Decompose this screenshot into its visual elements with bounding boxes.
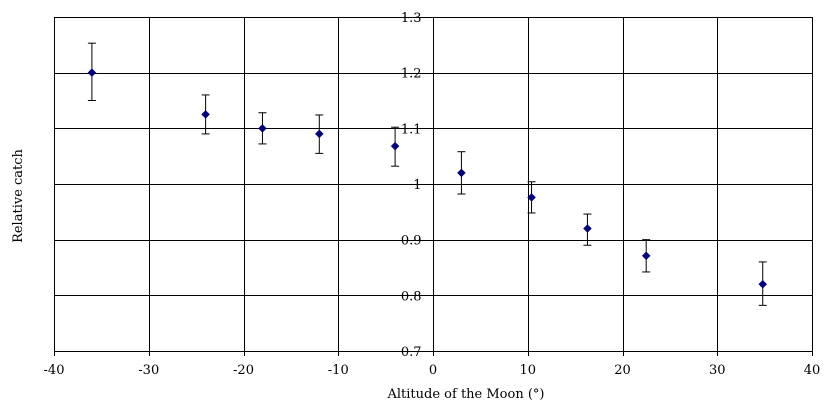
diamond-marker — [201, 110, 210, 119]
diamond-marker — [583, 224, 592, 233]
data-point — [390, 126, 400, 167]
x-tick-labels: -40 -30 -20 -10 0 10 20 30 40 — [44, 363, 821, 378]
data-point — [758, 261, 768, 306]
x-axis-title: Altitude of the Moon (°) — [387, 387, 545, 402]
data-point — [87, 42, 97, 101]
y-tick-label: 1.2 — [401, 67, 422, 82]
data-point — [201, 94, 210, 135]
diamond-marker — [758, 279, 768, 289]
y-tick-label: 0.7 — [401, 345, 422, 360]
x-tick-label: -10 — [328, 363, 349, 378]
x-tick-label: 40 — [804, 363, 821, 378]
data-point — [457, 151, 466, 195]
y-tick-labels: 0.7 0.8 0.9 1 1.1 1.2 1.3 — [401, 11, 422, 360]
x-tick-label: -40 — [44, 363, 65, 378]
diamond-marker — [527, 193, 536, 202]
diamond-marker — [87, 68, 97, 78]
y-axis-title: Relative catch — [11, 148, 26, 242]
diamond-marker — [390, 141, 400, 151]
y-tick-label: 1.1 — [401, 122, 422, 137]
diamond-marker — [457, 168, 466, 178]
data-point — [583, 213, 592, 246]
y-tick-label: 0.8 — [401, 289, 422, 304]
diamond-marker — [314, 129, 324, 139]
x-tick-label: 20 — [614, 363, 631, 378]
y-tick-label: 1 — [413, 178, 421, 193]
diamond-marker — [641, 251, 651, 261]
data-series — [87, 42, 768, 306]
x-tick-label: -20 — [233, 363, 254, 378]
data-point — [527, 181, 536, 214]
y-tick-label: 0.9 — [401, 234, 422, 249]
data-point — [258, 112, 267, 145]
x-tick-label: 30 — [709, 363, 726, 378]
axes — [54, 17, 813, 356]
data-point — [314, 114, 324, 154]
x-tick-label: -30 — [138, 363, 159, 378]
y-tick-label: 1.3 — [401, 11, 422, 26]
x-tick-label: 10 — [519, 363, 536, 378]
x-tick-label: 0 — [429, 363, 437, 378]
data-point — [641, 239, 651, 273]
diamond-marker — [258, 123, 267, 133]
